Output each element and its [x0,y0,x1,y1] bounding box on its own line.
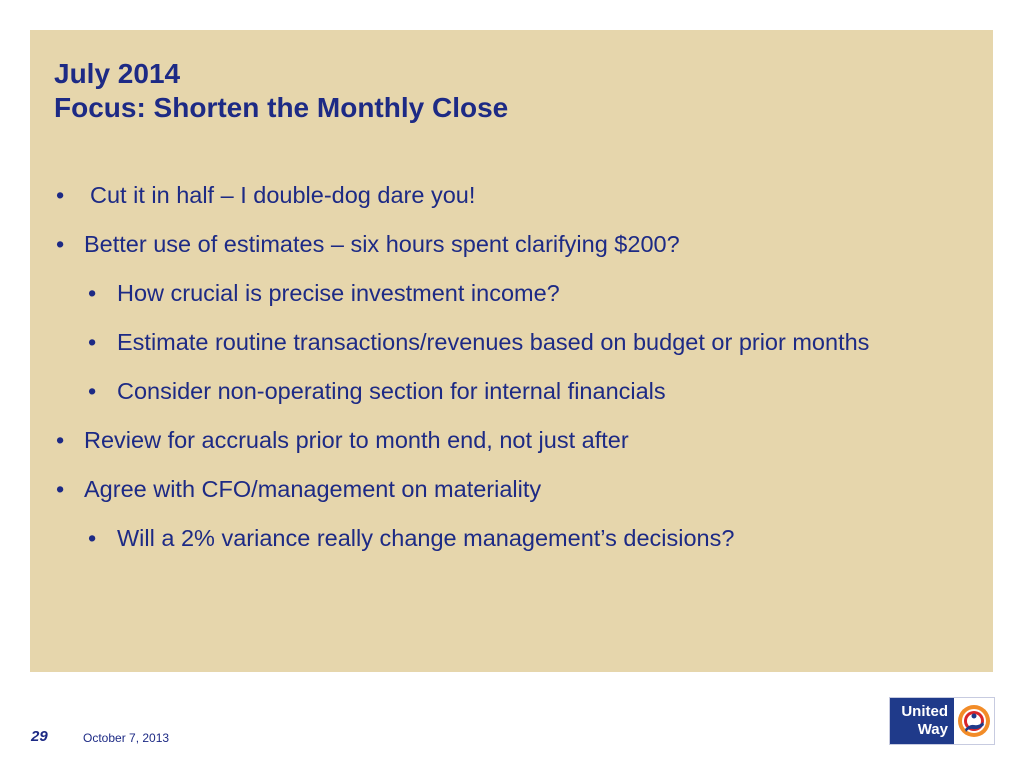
logo-line-united: United [901,703,948,720]
page-number: 29 [31,728,48,745]
footer-date: October 7, 2013 [83,731,170,745]
title-line-focus: Focus: Shorten the Monthly Close [54,92,509,123]
title-line-date: July 2014 [54,58,181,89]
sub-bullet-item: Will a 2% variance really change managem… [54,523,944,553]
bullet-item: Agree with CFO/management on materiality [54,474,944,504]
hand-rainbow-icon [958,705,990,737]
sub-bullet-item: Estimate routine transactions/revenues b… [54,327,944,357]
united-way-logo: United Way [889,697,995,745]
bullet-item: Cut it in half – I double-dog dare you! [54,180,944,210]
bullet-item: Better use of estimates – six hours spen… [54,229,944,259]
sub-bullet-item: Consider non-operating section for inter… [54,376,944,406]
logo-line-way: Way [917,721,948,738]
slide-title: July 2014 Focus: Shorten the Monthly Clo… [54,57,508,125]
logo-wordmark: United Way [890,698,954,744]
bullet-list: Cut it in half – I double-dog dare you! … [54,180,944,572]
sub-bullet-item: How crucial is precise investment income… [54,278,944,308]
logo-emblem [954,698,994,744]
bullet-item: Review for accruals prior to month end, … [54,425,944,455]
